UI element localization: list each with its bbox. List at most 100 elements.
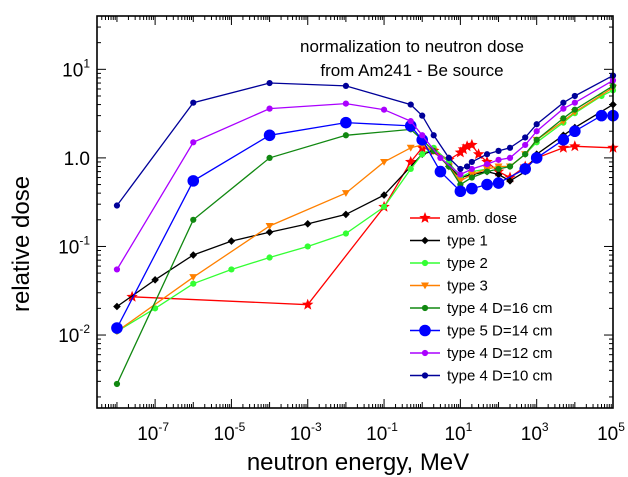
data-point (506, 154, 514, 161)
series-line (116, 79, 614, 270)
data-point (265, 228, 274, 236)
legend: amb. dose type 1 type 2 type 3 type 4 D=16 c… (410, 210, 552, 385)
data-point (187, 175, 200, 187)
series-layer (111, 72, 619, 388)
annotation: normalization to neutron dose from Am241… (300, 37, 524, 80)
data-point (342, 132, 349, 139)
data-point (495, 156, 502, 163)
data-point (560, 99, 567, 106)
x-tick-label: 10-5 (214, 420, 246, 445)
series-line (132, 144, 614, 306)
legend-label: type 3 (447, 278, 488, 295)
data-point (571, 106, 578, 113)
data-point (533, 128, 540, 135)
legend-item: type 4 D=10 cm (410, 368, 552, 385)
legend-label: type 1 (447, 233, 488, 250)
data-point (111, 322, 123, 334)
data-point (506, 163, 514, 170)
series-3 (113, 87, 617, 335)
x-axis-title: neutron energy, MeV (247, 449, 469, 476)
legend-swatch-marker (421, 236, 429, 245)
data-point (380, 158, 389, 166)
data-point (434, 165, 447, 178)
data-point (380, 106, 388, 113)
data-point (569, 140, 581, 152)
data-point (228, 266, 235, 273)
legend-item: type 1 (410, 233, 488, 250)
data-point (560, 105, 567, 112)
data-point (341, 190, 350, 197)
data-point (416, 134, 429, 146)
data-point (445, 154, 452, 161)
legend-label: amb. dose (447, 210, 517, 227)
data-point (456, 177, 465, 185)
data-point (466, 138, 478, 150)
data-point (407, 165, 414, 173)
x-tick-label: 105 (597, 420, 625, 445)
data-point (190, 280, 197, 287)
data-point (380, 203, 388, 210)
data-point (342, 210, 350, 219)
legend-swatch-marker (421, 282, 429, 290)
data-point (457, 171, 464, 178)
data-point (407, 118, 414, 125)
legend-item: type 2 (410, 255, 488, 272)
data-point (419, 112, 426, 119)
series-2 (113, 100, 617, 311)
data-point (404, 120, 417, 132)
data-point (113, 202, 121, 209)
data-point (419, 132, 426, 139)
data-point (494, 170, 503, 179)
data-point (266, 154, 273, 161)
data-point (569, 125, 581, 138)
legend-swatch-marker (421, 304, 429, 312)
legend-swatch-marker (421, 349, 429, 357)
data-point (419, 151, 426, 158)
data-point (533, 136, 540, 143)
data-point (445, 163, 452, 170)
data-point (265, 223, 274, 230)
x-tick-label: 10-1 (366, 420, 398, 445)
data-point (437, 154, 444, 161)
data-point (495, 165, 502, 173)
series-8 (113, 72, 617, 209)
data-point (266, 254, 273, 261)
data-point (461, 140, 473, 152)
y-tick-label: 10-2 (58, 322, 90, 347)
legend-item: type 5 D=14 cm (410, 323, 552, 340)
data-point (571, 92, 578, 100)
legend-label: type 4 D=10 cm (447, 368, 552, 385)
x-tick-label: 10-3 (290, 420, 322, 445)
tick-label-layer: 10-7 10-5 10-3 10-1 101 103 105 10-2 10-1 1.0 101 (58, 56, 625, 445)
x-tick-label: 10-7 (137, 420, 169, 445)
data-point (530, 152, 543, 164)
plot-frame (96, 15, 614, 409)
data-point (560, 115, 567, 122)
data-point (466, 182, 478, 195)
data-point (406, 144, 415, 152)
data-point (571, 99, 578, 106)
data-point (506, 144, 514, 151)
data-point (454, 146, 467, 158)
data-point (340, 116, 352, 129)
data-point (522, 141, 529, 149)
data-point (113, 302, 121, 311)
legend-swatch-marker (421, 372, 429, 379)
data-point (506, 177, 514, 185)
y-tick-label: 101 (62, 56, 90, 81)
data-point (227, 237, 236, 245)
data-point (303, 220, 312, 228)
data-point (190, 139, 197, 146)
data-point (342, 230, 349, 237)
legend-item: type 4 D=16 cm (410, 300, 552, 317)
x-tick-label: 103 (521, 420, 549, 445)
data-point (407, 101, 414, 108)
y-tick-label: 10-1 (58, 233, 90, 258)
legend-item: amb. dose (410, 210, 517, 227)
data-point (304, 243, 311, 250)
series-1 (126, 138, 619, 310)
data-point (483, 151, 491, 158)
data-point (468, 165, 475, 173)
series-4 (112, 84, 617, 336)
data-point (263, 129, 276, 142)
